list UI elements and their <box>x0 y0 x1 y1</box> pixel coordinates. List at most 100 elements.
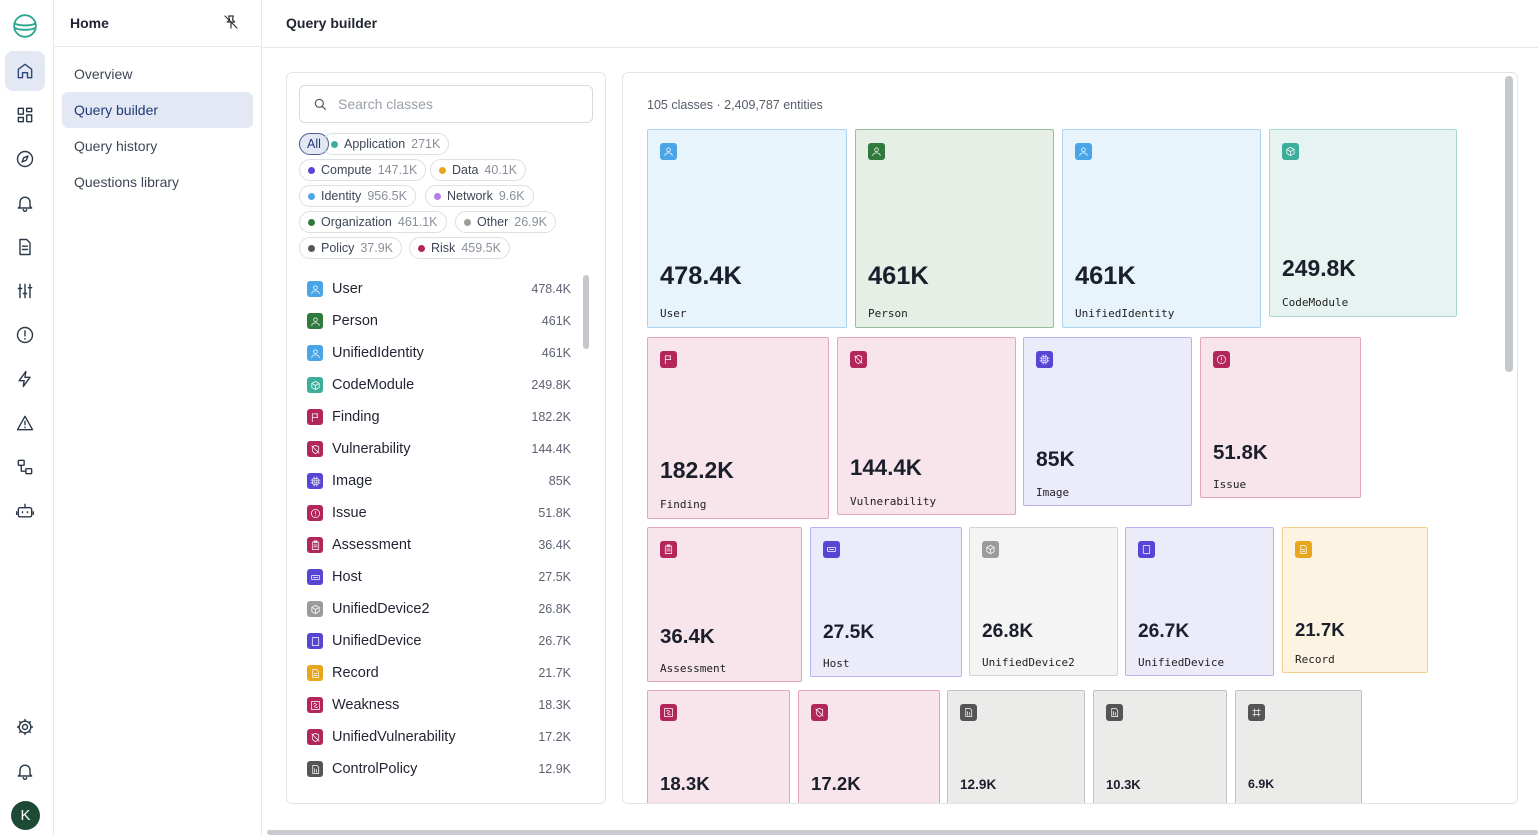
bot-icon[interactable] <box>5 491 45 531</box>
class-row[interactable]: Assessment 36.4K <box>299 529 575 561</box>
chip-label: Identity <box>321 189 362 203</box>
link-icon <box>660 704 677 721</box>
class-row[interactable]: Host 27.5K <box>299 561 575 593</box>
icon-rail: K <box>0 0 54 835</box>
class-row[interactable]: UnifiedDevice2 26.8K <box>299 593 575 625</box>
class-row[interactable]: CodeModule 249.8K <box>299 369 575 401</box>
tile-value: 51.8K <box>1213 441 1268 464</box>
class-tile[interactable]: 6.9K Control <box>1235 690 1362 803</box>
tile-value: 85K <box>1036 448 1075 471</box>
class-tile[interactable]: 36.4K Assessment <box>647 527 802 682</box>
class-row[interactable]: ControlPolicy 12.9K <box>299 753 575 785</box>
treemap-scrollbar[interactable] <box>1505 76 1513 372</box>
class-count: 27.5K <box>538 570 571 584</box>
class-count: 51.8K <box>538 506 571 520</box>
alert-circle-icon <box>1213 351 1230 368</box>
class-name: CodeModule <box>332 377 415 393</box>
class-row[interactable]: UnifiedIdentity 461K <box>299 337 575 369</box>
sliders-icon[interactable] <box>5 271 45 311</box>
class-tile[interactable]: 51.8K Issue <box>1200 337 1361 498</box>
class-tile[interactable]: 26.8K UnifiedDevice2 <box>969 527 1118 676</box>
main-content: All Application 271K Compute 147.1K Data 40.1… <box>262 48 1538 835</box>
tile-value: 26.7K <box>1138 621 1190 642</box>
filter-chip-compute[interactable]: Compute 147.1K <box>299 159 427 181</box>
class-count: 182.2K <box>531 410 571 424</box>
list-scrollbar[interactable] <box>583 275 589 349</box>
horizontal-scrollbar[interactable] <box>267 830 1538 835</box>
class-row[interactable]: User 478.4K <box>299 273 575 305</box>
search-icon <box>314 98 326 110</box>
filter-chip-data[interactable]: Data 40.1K <box>430 159 527 181</box>
nav-item-overview[interactable]: Overview <box>74 66 133 82</box>
class-tile[interactable]: 461K Person <box>855 129 1054 328</box>
policy-icon <box>1106 704 1123 721</box>
class-tile[interactable]: 18.3K <box>647 690 790 803</box>
class-tile[interactable]: 249.8K CodeModule <box>1269 129 1457 317</box>
class-tile[interactable]: 26.7K UnifiedDevice <box>1125 527 1274 676</box>
class-row[interactable]: Image 85K <box>299 465 575 497</box>
class-tile[interactable]: 85K Image <box>1023 337 1192 506</box>
chip-label: Policy <box>321 241 355 255</box>
person-icon <box>307 281 323 297</box>
document-icon[interactable] <box>5 227 45 267</box>
tile-label: Record <box>1295 653 1335 666</box>
lightning-icon[interactable] <box>5 359 45 399</box>
filter-chip-identity[interactable]: Identity 956.5K <box>299 185 416 207</box>
class-row[interactable]: Person 461K <box>299 305 575 337</box>
class-row[interactable]: Finding 182.2K <box>299 401 575 433</box>
tile-label: CodeModule <box>1282 296 1349 309</box>
search-input[interactable] <box>338 96 578 112</box>
unpin-icon[interactable] <box>222 13 242 33</box>
compass-icon[interactable] <box>5 139 45 179</box>
class-row[interactable]: Record 21.7K <box>299 657 575 689</box>
filter-chip-other[interactable]: Other 26.9K <box>455 211 556 233</box>
class-tile[interactable]: 12.9K <box>947 690 1085 803</box>
page-title: Query builder <box>286 15 378 31</box>
filter-chip-risk[interactable]: Risk 459.5K <box>409 237 510 259</box>
class-row[interactable]: Vulnerability 144.4K <box>299 433 575 465</box>
page-header: Query builder <box>262 0 1538 48</box>
nav-item-questions-library[interactable]: Questions library <box>74 174 180 190</box>
dashboard-icon[interactable] <box>5 95 45 135</box>
warning-icon[interactable] <box>5 403 45 443</box>
nav-item-query-builder[interactable]: Query builder <box>62 92 253 128</box>
filter-chip-policy[interactable]: Policy 37.9K <box>299 237 403 259</box>
class-row[interactable]: Issue 51.8K <box>299 497 575 529</box>
workflow-icon[interactable] <box>5 447 45 487</box>
class-tile[interactable]: 21.7K Record <box>1282 527 1428 673</box>
logo-icon[interactable] <box>5 6 45 46</box>
class-tile[interactable]: 182.2K Finding <box>647 337 829 519</box>
filter-chip-network[interactable]: Network 9.6K <box>425 185 534 207</box>
tile-label: Control <box>1248 801 1294 803</box>
notifications-icon[interactable] <box>5 751 45 791</box>
filter-chip-all[interactable]: All <box>299 133 329 155</box>
class-tile[interactable]: 17.2K <box>798 690 940 803</box>
category-dot <box>308 218 315 226</box>
class-tile[interactable]: 10.3K <box>1093 690 1227 803</box>
class-tile[interactable]: 144.4K Vulnerability <box>837 337 1016 515</box>
tile-label: UnifiedDevice2 <box>982 656 1075 669</box>
class-row[interactable]: UnifiedVulnerability 17.2K <box>299 721 575 753</box>
tile-value: 12.9K <box>960 777 997 792</box>
class-tile[interactable]: 478.4K User <box>647 129 847 328</box>
class-row[interactable]: UnifiedDevice 26.7K <box>299 625 575 657</box>
settings-icon[interactable] <box>5 707 45 747</box>
search-box[interactable] <box>299 85 593 123</box>
alert-circle-icon[interactable] <box>5 315 45 355</box>
class-count: 21.7K <box>538 666 571 680</box>
chip-count: 459.5K <box>461 241 501 255</box>
class-row[interactable]: Weakness 18.3K <box>299 689 575 721</box>
tile-label: Issue <box>1213 478 1247 491</box>
filter-chip-application[interactable]: Application 271K <box>322 133 450 155</box>
link-icon <box>307 697 323 713</box>
bell-icon[interactable] <box>5 183 45 223</box>
nav-item-query-history[interactable]: Query history <box>74 138 158 154</box>
filter-chip-organization[interactable]: Organization 461.1K <box>299 211 447 233</box>
avatar[interactable]: K <box>11 801 40 830</box>
chip-count: 26.9K <box>514 215 547 229</box>
class-tile[interactable]: 27.5K Host <box>810 527 962 677</box>
class-tile[interactable]: 461K UnifiedIdentity <box>1062 129 1261 328</box>
tile-value: 21.7K <box>1295 619 1345 640</box>
home-icon[interactable] <box>5 51 45 91</box>
tile-value: 249.8K <box>1282 255 1356 281</box>
